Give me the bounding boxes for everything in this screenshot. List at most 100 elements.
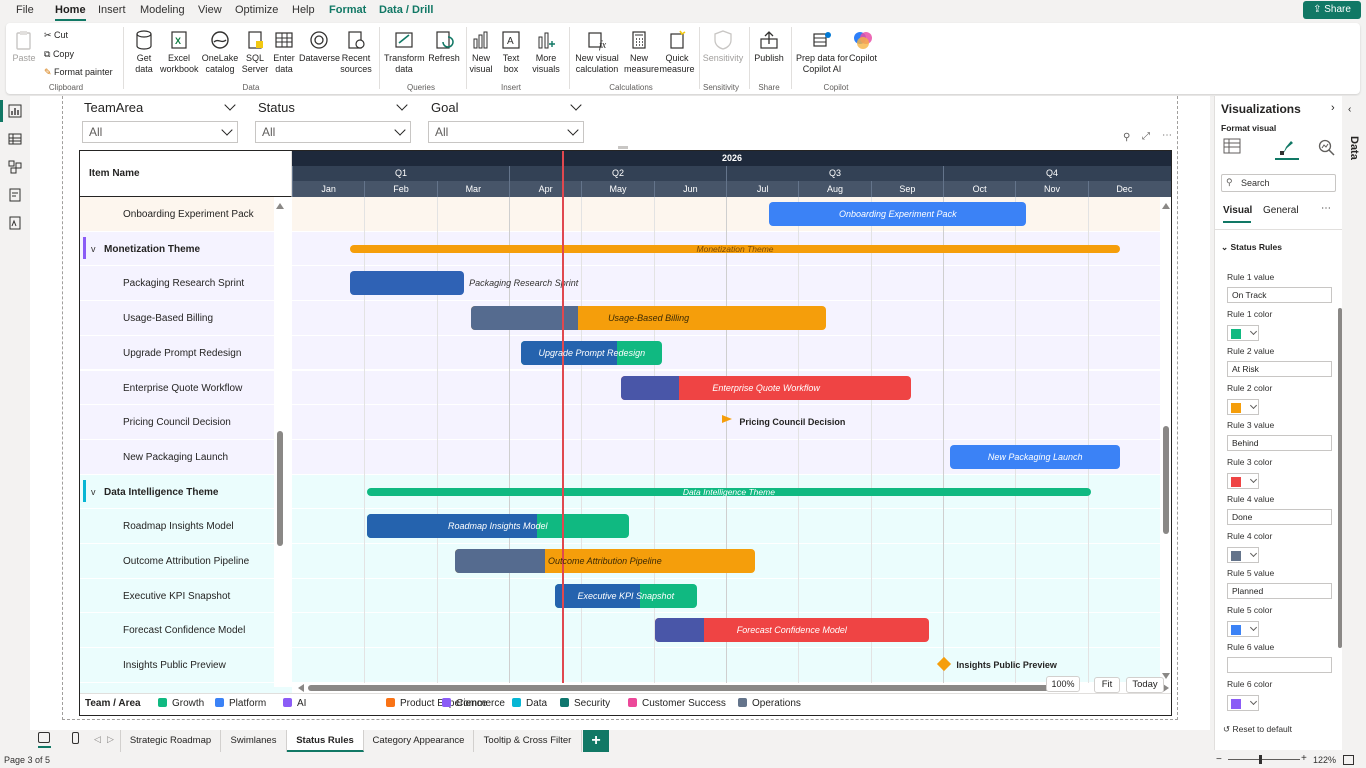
tab-general[interactable]: General	[1263, 205, 1299, 216]
zoom-in-button[interactable]: +	[1301, 753, 1307, 764]
rule-color-picker[interactable]	[1227, 621, 1259, 637]
dax-query-view-icon[interactable]	[8, 188, 22, 202]
legend-item[interactable]: Security	[560, 698, 610, 709]
task-row-label[interactable]: Outcome Attribution Pipeline	[123, 556, 250, 567]
pane-search-input[interactable]: ⚲ Search	[1221, 174, 1336, 192]
task-row-label[interactable]: Executive KPI Snapshot	[123, 590, 231, 602]
model-view-icon[interactable]	[8, 160, 22, 174]
data-pane-tab[interactable]: Data	[1348, 136, 1360, 160]
task-bar[interactable]: Forecast Confidence Model	[655, 618, 929, 643]
page-tab[interactable]: Tooltip & Cross Filter	[474, 730, 582, 752]
menu-insert[interactable]: Insert	[98, 4, 126, 16]
collapse-group-icon[interactable]: v	[91, 243, 96, 254]
task-row-label[interactable]: Enterprise Quote Workflow	[123, 382, 243, 394]
menu-data-drill[interactable]: Data / Drill	[379, 4, 434, 16]
collapse-pane-icon[interactable]: ›	[1331, 102, 1335, 114]
sql-server-button[interactable]: SQL Server	[241, 29, 269, 75]
goal-slicer-dropdown[interactable]: All	[428, 121, 584, 143]
menu-modeling[interactable]: Modeling	[140, 4, 185, 16]
new-measure-button[interactable]: New measure	[624, 29, 659, 75]
add-page-button[interactable]: +	[583, 730, 609, 752]
theme-summary-bar[interactable]: Monetization Theme	[349, 244, 1121, 253]
scroll-up-arrow[interactable]	[1162, 203, 1170, 209]
paste-button[interactable]: Paste	[12, 29, 36, 64]
status-rules-section[interactable]: ⌄ Status Rules	[1221, 242, 1282, 253]
milestone-flag-icon[interactable]	[722, 415, 733, 424]
task-bar[interactable]: Executive KPI Snapshot	[554, 583, 698, 608]
menu-help[interactable]: Help	[292, 4, 315, 16]
task-bar[interactable]: Packaging Research Sprint	[349, 271, 465, 296]
mobile-layout-icon[interactable]	[72, 732, 79, 744]
page-tab[interactable]: Status Rules	[287, 730, 364, 752]
zoom-out-button[interactable]: −	[1216, 754, 1222, 765]
rule-color-picker[interactable]	[1227, 695, 1259, 711]
rule-value-input[interactable]: On Track	[1227, 287, 1332, 303]
tab-visual[interactable]: Visual	[1223, 205, 1253, 216]
format-painter-button[interactable]: ✎ Format painter	[44, 67, 113, 78]
reset-to-default-button[interactable]: ↺ Reset to default	[1223, 724, 1292, 735]
copy-button[interactable]: ⧉ Copy	[44, 49, 74, 60]
task-bar[interactable]: Usage-Based Billing	[471, 306, 826, 331]
legend-item[interactable]: AI	[283, 698, 306, 709]
task-bar[interactable]: Outcome Attribution Pipeline	[454, 549, 755, 573]
new-visual-calculation-button[interactable]: fx New visual calculation	[572, 29, 622, 75]
task-row-label[interactable]: Upgrade Prompt Redesign	[123, 347, 242, 359]
rule-value-input[interactable]: Planned	[1227, 583, 1332, 599]
timeline-horizontal-scrollbar-thumb[interactable]	[308, 685, 1052, 691]
rule-color-picker[interactable]	[1227, 473, 1259, 489]
refresh-button[interactable]: Refresh	[426, 29, 462, 64]
group-row-label[interactable]: Monetization Theme	[104, 243, 201, 255]
page-tab[interactable]: Strategic Roadmap	[120, 730, 221, 752]
legend-item[interactable]: Growth	[158, 698, 204, 709]
analytics-icon[interactable]	[1317, 138, 1335, 156]
task-bar[interactable]: Upgrade Prompt Redesign	[521, 340, 663, 365]
menu-view[interactable]: View	[198, 4, 222, 16]
scroll-down-arrow[interactable]	[1162, 673, 1170, 679]
task-row-label[interactable]: New Packaging Launch	[123, 451, 229, 463]
report-view-icon[interactable]	[8, 104, 22, 118]
task-row-label[interactable]: Packaging Research Sprint	[123, 278, 245, 290]
excel-workbook-button[interactable]: X Excel workbook	[160, 29, 199, 75]
rule-color-picker[interactable]	[1227, 325, 1259, 341]
build-visual-icon[interactable]	[1223, 138, 1241, 154]
sensitivity-button[interactable]: Sensitivity	[702, 29, 744, 64]
zoom-slider-thumb[interactable]	[1259, 755, 1262, 764]
task-row-label[interactable]: Usage-Based Billing	[123, 313, 214, 325]
legend-item[interactable]: Data	[512, 698, 547, 709]
status-slicer-dropdown[interactable]: All	[255, 121, 411, 143]
legend-item[interactable]: Customer Success	[628, 698, 726, 709]
zoom-slider-track[interactable]	[1228, 759, 1300, 760]
fit-button[interactable]: Fit	[1094, 677, 1120, 693]
expand-data-pane-icon[interactable]: ‹	[1348, 104, 1352, 115]
task-row-label[interactable]: Forecast Confidence Model	[123, 625, 246, 637]
get-data-button[interactable]: Get data	[130, 29, 158, 75]
teamarea-slicer-dropdown[interactable]: All	[82, 121, 238, 143]
rule-value-input[interactable]: Behind	[1227, 435, 1332, 451]
next-page-icon[interactable]: ▷	[107, 734, 114, 744]
rule-value-input[interactable]: At Risk	[1227, 361, 1332, 377]
cut-button[interactable]: ✂ Cut	[44, 30, 68, 41]
fit-to-page-icon[interactable]	[1343, 755, 1354, 765]
label-scrollbar-thumb[interactable]	[277, 431, 283, 546]
resize-handle[interactable]	[618, 146, 628, 149]
previous-page-icon[interactable]: ◁	[94, 734, 101, 744]
today-button[interactable]: Today	[1126, 677, 1164, 693]
scroll-left-arrow[interactable]	[298, 684, 304, 692]
page-tab[interactable]: Swimlanes	[221, 730, 287, 752]
task-bar[interactable]: Enterprise Quote Workflow	[621, 375, 912, 400]
legend-item[interactable]: Operations	[738, 698, 801, 709]
timeline-vertical-scrollbar-thumb[interactable]	[1163, 426, 1169, 534]
legend-item[interactable]: Commerce	[442, 698, 505, 709]
task-bar[interactable]: New Packaging Launch	[950, 444, 1121, 469]
pane-scrollbar-thumb[interactable]	[1338, 308, 1342, 648]
group-row-label[interactable]: Data Intelligence Theme	[104, 486, 219, 498]
share-button[interactable]: ⇪ Share	[1303, 1, 1361, 19]
onelake-catalog-button[interactable]: OneLake catalog	[200, 29, 240, 75]
tmdl-view-icon[interactable]	[8, 216, 22, 230]
task-row-label[interactable]: Insights Public Preview	[123, 660, 226, 672]
transform-data-button[interactable]: Transform data	[384, 29, 425, 75]
focus-mode-icon[interactable]: ⤢	[1142, 131, 1150, 142]
legend-item[interactable]: Platform	[215, 698, 266, 709]
page-tab[interactable]: Category Appearance	[364, 730, 474, 752]
scroll-up-arrow[interactable]	[276, 203, 284, 209]
